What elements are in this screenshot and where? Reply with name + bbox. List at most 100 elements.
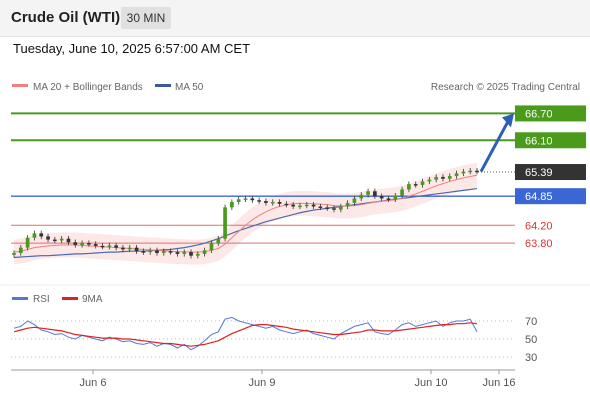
ma20-line	[13, 174, 478, 253]
resistance-tag	[515, 132, 586, 149]
candle-body	[366, 191, 370, 195]
candle-body	[243, 198, 248, 200]
candle-body	[121, 247, 125, 250]
candle-body	[195, 253, 200, 256]
level-lines	[11, 112, 515, 244]
candle-body	[134, 247, 139, 252]
candle-body	[202, 250, 207, 254]
x-tick-label: Jun 6	[80, 377, 107, 389]
candle-body	[230, 202, 234, 208]
forecast-arrow	[479, 113, 514, 173]
candle-body	[420, 181, 425, 185]
x-tick-label: Jun 10	[414, 377, 447, 389]
candle-body	[468, 170, 473, 173]
candles	[12, 168, 479, 259]
support-tag-label: 64.85	[525, 191, 553, 203]
candle-body	[141, 251, 146, 253]
candle-body	[25, 237, 30, 248]
candle-body	[39, 233, 44, 237]
candle-body	[277, 202, 282, 204]
candle-body	[400, 189, 404, 196]
candle-body	[338, 206, 343, 210]
candle-body	[100, 245, 105, 248]
candle-body	[291, 204, 296, 207]
credit-label: Research © 2025 Trading Central	[431, 82, 580, 93]
candle-body	[66, 238, 71, 243]
candle-body	[46, 236, 50, 240]
rsi-legend-label: RSI	[33, 294, 50, 305]
candle-body	[155, 250, 159, 253]
ma20-legend-swatch	[12, 84, 28, 87]
candle-body	[223, 207, 227, 239]
candle-body	[461, 171, 466, 174]
candle-body	[114, 245, 118, 248]
candle-body	[413, 184, 418, 186]
candle-body	[59, 238, 64, 241]
support-label: 64.20	[525, 220, 553, 232]
candle-body	[359, 194, 364, 199]
candle-body	[427, 179, 432, 182]
ma20-legend-label: MA 20 + Bollinger Bands	[33, 82, 143, 93]
bollinger-fill	[14, 162, 477, 265]
candle-body	[182, 252, 187, 254]
candle-body	[53, 239, 57, 242]
candle-body	[318, 206, 323, 208]
rsi-tick-label: 30	[525, 352, 537, 364]
candle-body	[332, 208, 336, 210]
candle-body	[80, 243, 84, 245]
datetime-label: Tuesday, June 10, 2025 6:57:00 AM CET	[13, 41, 251, 56]
rsi-panel: 70 50 30	[11, 316, 537, 364]
candle-body	[93, 244, 98, 246]
candle-body	[393, 195, 398, 200]
support-label: 63.80	[525, 238, 553, 250]
candle-body	[379, 196, 384, 199]
candle-body	[175, 252, 180, 254]
candle-body	[447, 176, 452, 179]
candle-body	[32, 233, 37, 238]
candle-body	[73, 242, 78, 245]
candle-body	[441, 176, 445, 179]
candle-body	[373, 191, 377, 197]
candle-body	[127, 247, 132, 250]
level-tags: 66.70 66.10 65.39 64.85 64.20 63.80	[515, 105, 586, 250]
candle-body	[434, 176, 438, 180]
rsi-line	[13, 316, 478, 351]
ma50-legend-swatch	[155, 84, 171, 87]
resistance-tag-label: 66.10	[525, 135, 553, 147]
x-axis-labels: Jun 6 Jun 9 Jun 10 Jun 16	[80, 370, 516, 389]
candle-body	[352, 198, 357, 203]
support-tag	[515, 188, 586, 205]
candle-body	[168, 251, 173, 253]
candle-body	[311, 204, 316, 207]
rsi-ma-legend-label: 9MA	[82, 294, 103, 305]
candle-body	[304, 204, 309, 207]
last-price-tag-label: 65.39	[525, 167, 553, 179]
x-tick-label: Jun 16	[482, 377, 515, 389]
last-price-tag	[515, 164, 586, 181]
candle-body	[270, 202, 275, 204]
candle-body	[454, 173, 459, 177]
arrow-shaft	[479, 120, 510, 173]
candle-body	[161, 251, 166, 253]
candle-body	[189, 252, 193, 256]
timeframe-button[interactable]: 30 MIN	[121, 7, 171, 29]
candle-body	[325, 207, 330, 209]
candle-body	[284, 203, 289, 206]
rsi-tick-label: 50	[525, 334, 537, 346]
candle-body	[236, 199, 241, 202]
rsi-ma-legend-swatch	[62, 297, 78, 300]
arrow-head	[502, 113, 514, 128]
candle-body	[12, 253, 16, 255]
candle-body	[209, 243, 214, 251]
candle-body	[298, 205, 302, 208]
candle-body	[107, 245, 112, 247]
rsi-ma-line	[13, 322, 478, 347]
candle-body	[386, 198, 391, 200]
candle-body	[264, 201, 268, 203]
instrument-title: Crude Oil (WTI)	[11, 9, 121, 26]
candle-body	[475, 170, 479, 173]
candle-body	[216, 238, 221, 244]
resistance-tag	[515, 105, 586, 122]
ma50-legend-label: MA 50	[175, 82, 204, 93]
